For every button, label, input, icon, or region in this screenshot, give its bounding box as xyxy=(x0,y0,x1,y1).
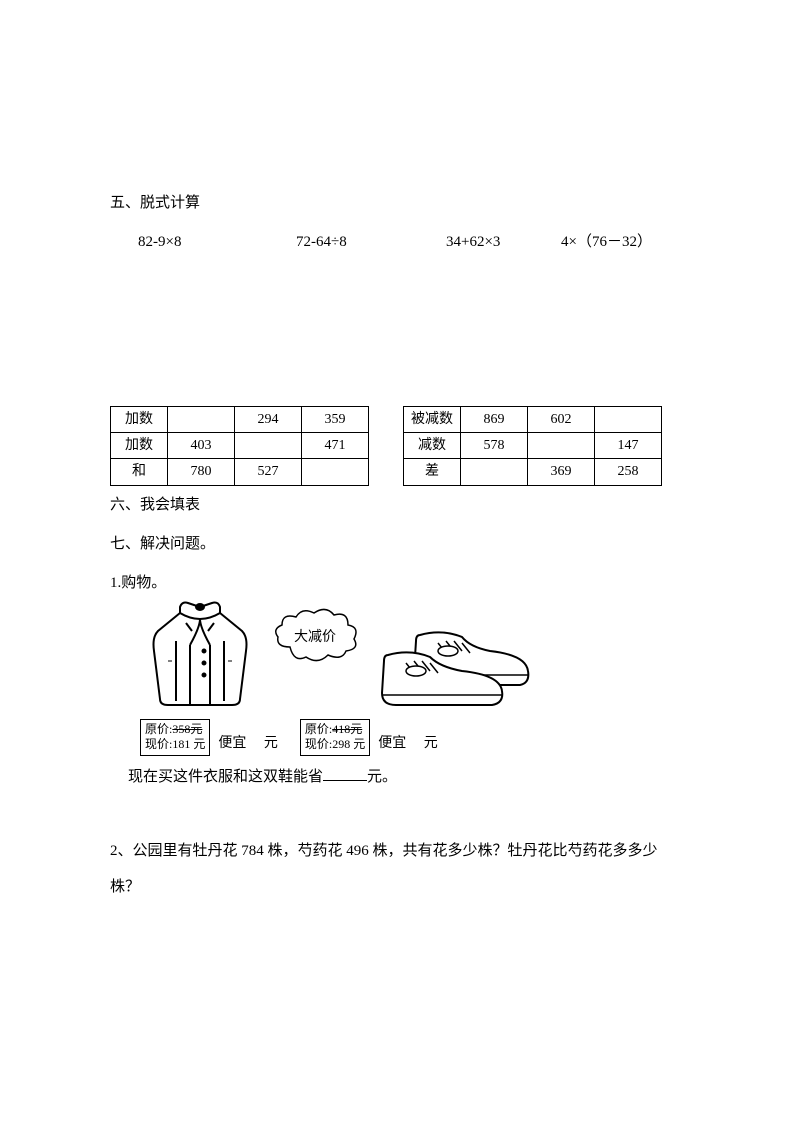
table-row: 被减数 869 602 xyxy=(404,407,662,433)
expression-row: 82-9×8 72-64÷8 34+62×3 4×（76－32） xyxy=(138,229,683,256)
subtraction-table: 被减数 869 602 减数 578 147 差 369 258 xyxy=(403,406,662,486)
orig-label: 原价: xyxy=(305,722,332,736)
cell xyxy=(595,407,662,433)
orig-label: 原价: xyxy=(145,722,172,736)
cell: 578 xyxy=(461,433,528,459)
shopping-illustration-row: 大减价 xyxy=(140,601,683,717)
cell-label: 差 xyxy=(404,459,461,485)
cell: 471 xyxy=(302,433,369,459)
shoes-cheap: 便宜 元 xyxy=(378,731,438,756)
q1-label: 1.购物。 xyxy=(110,570,683,597)
expr-3: 34+62×3 xyxy=(446,229,561,256)
cell-label: 被减数 xyxy=(404,407,461,433)
cell: 147 xyxy=(595,433,662,459)
table-row: 加数 403 471 xyxy=(111,433,369,459)
cell: 780 xyxy=(168,459,235,485)
cell: 369 xyxy=(528,459,595,485)
cell: 527 xyxy=(235,459,302,485)
cloud-text: 大减价 xyxy=(294,629,336,645)
now-label: 现价: xyxy=(305,737,332,751)
cell xyxy=(235,433,302,459)
jacket-orig-price: 358元 xyxy=(172,722,202,736)
cell: 359 xyxy=(302,407,369,433)
cell: 869 xyxy=(461,407,528,433)
cell: 602 xyxy=(528,407,595,433)
jacket-cheap: 便宜 元 xyxy=(218,731,278,756)
now-label: 现价: xyxy=(145,737,172,751)
shoes-orig-price: 418元 xyxy=(332,722,362,736)
table-row: 和 780 527 xyxy=(111,459,369,485)
expr-1: 82-9×8 xyxy=(138,229,296,256)
cheap-suffix: 元 xyxy=(424,736,438,751)
cell: 403 xyxy=(168,433,235,459)
shoes-item xyxy=(370,621,540,717)
jacket-price-box: 原价:358元 现价:181 元 xyxy=(140,719,210,756)
cell: 294 xyxy=(235,407,302,433)
cell: 258 xyxy=(595,459,662,485)
expr-2: 72-64÷8 xyxy=(296,229,446,256)
expr-4: 4×（76－32） xyxy=(561,229,652,256)
cell-label: 加数 xyxy=(111,407,168,433)
cell-label: 减数 xyxy=(404,433,461,459)
sale-cloud: 大减价 xyxy=(270,607,360,677)
section6-title: 六、我会填表 xyxy=(110,492,683,519)
cell xyxy=(528,433,595,459)
cheap-prefix: 便宜 xyxy=(378,736,406,751)
table-row: 差 369 258 xyxy=(404,459,662,485)
cheap-suffix: 元 xyxy=(264,736,278,751)
cell xyxy=(168,407,235,433)
q2-text: 2、公园里有牡丹花 784 株，芍药花 496 株，共有花多少株？牡丹花比芍药花… xyxy=(110,833,683,905)
cloud-icon: 大减价 xyxy=(270,607,360,667)
shoes-price-box: 原价:418元 现价:298 元 xyxy=(300,719,370,756)
tables-wrapper: 加数 294 359 加数 403 471 和 780 527 被减数 869 xyxy=(110,406,683,486)
price-row: 原价:358元 现价:181 元 便宜 元 原价:418元 现价:298 元 便… xyxy=(140,719,683,756)
cheap-prefix: 便宜 xyxy=(218,736,246,751)
cell-label: 加数 xyxy=(111,433,168,459)
table-row: 减数 578 147 xyxy=(404,433,662,459)
shoes-icon xyxy=(370,621,540,711)
jacket-item xyxy=(140,601,260,717)
cell xyxy=(302,459,369,485)
jacket-now-price: 181 元 xyxy=(172,737,205,751)
summary-suffix: 元。 xyxy=(367,769,397,785)
q1-summary: 现在买这件衣服和这双鞋能省 元。 xyxy=(128,764,683,791)
summary-prefix: 现在买这件衣服和这双鞋能省 xyxy=(128,769,323,785)
jacket-icon xyxy=(140,601,260,711)
table-row: 加数 294 359 xyxy=(111,407,369,433)
shoes-now-price: 298 元 xyxy=(332,737,365,751)
section5-title: 五、脱式计算 xyxy=(110,190,683,217)
blank-fill[interactable] xyxy=(323,766,367,781)
section7-title: 七、解决问题。 xyxy=(110,531,683,558)
cell-label: 和 xyxy=(111,459,168,485)
cell xyxy=(461,459,528,485)
addition-table: 加数 294 359 加数 403 471 和 780 527 xyxy=(110,406,369,486)
